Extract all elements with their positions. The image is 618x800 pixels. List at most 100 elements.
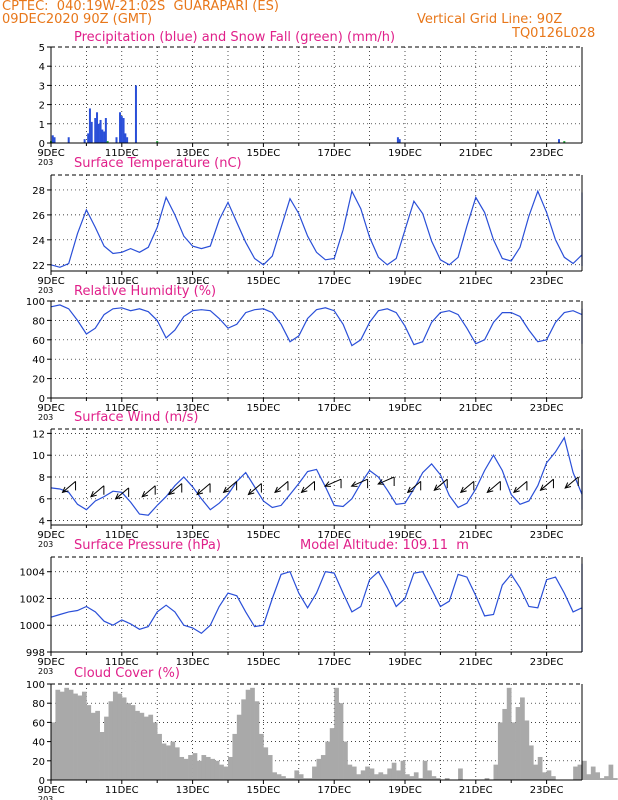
cloud-bar [126, 703, 131, 780]
precip-bar [67, 137, 70, 143]
precip-bar [90, 121, 93, 143]
temp-xtick-label: 23DEC [530, 276, 564, 287]
wind-arrow-shaft [433, 478, 448, 491]
precip-bar [126, 137, 129, 143]
cloud-bar [258, 733, 264, 780]
wind-arrow-shaft [168, 483, 183, 495]
cloud-bar [117, 693, 123, 780]
cloud-bar [263, 747, 269, 780]
cloud-ytick-label: 100 [26, 680, 45, 691]
cloud-bar [223, 766, 229, 780]
precip-ytick-label: 5 [39, 43, 45, 54]
cloud-bar [582, 760, 587, 780]
wind-arrow-head [141, 491, 149, 498]
cloud-bar [382, 774, 388, 780]
cloud-bar [343, 741, 348, 780]
rh-xtick-label: 9DEC [37, 403, 64, 414]
cloud-bar [289, 778, 295, 780]
precip-bar [122, 118, 125, 143]
precip-bar [101, 129, 104, 143]
cloud-bar [590, 766, 596, 780]
snow-bar [156, 141, 159, 143]
precip-bar [88, 108, 91, 143]
cloud-bar [312, 766, 317, 780]
precip-xtick-label: 15DEC [247, 148, 281, 159]
precip-bar [83, 139, 86, 143]
temp-xtick-label: 17DEC [317, 276, 351, 287]
cloud-bar [205, 756, 211, 780]
cloud-bar [281, 776, 286, 780]
pressure-xtick-label: 15DEC [247, 657, 281, 668]
wind-xtick-label: 23DEC [530, 530, 564, 541]
precip-bar [97, 123, 100, 143]
cloud-xtick-label: 17DEC [317, 785, 351, 796]
precip-bar [104, 118, 107, 143]
cloud-bar [387, 768, 393, 780]
cloud-bar [197, 760, 202, 780]
wind-arrow-head [247, 488, 255, 496]
precip-bar [99, 119, 102, 143]
cloud-bar [236, 714, 242, 780]
wind-arrow-shaft [62, 480, 76, 493]
temp-year-label: 203 [38, 286, 53, 295]
rh-xtick-label: 23DEC [530, 403, 564, 414]
wind-xtick-label: 21DEC [459, 530, 493, 541]
cloud-bar [506, 687, 512, 780]
rh-ytick-label: 0 [39, 394, 45, 405]
pressure-year-label: 203 [38, 667, 53, 676]
wind-arrow-shaft [564, 476, 579, 489]
cloud-bar [577, 764, 583, 780]
wind-arrow-head [459, 486, 467, 494]
cloud-bar [68, 689, 74, 780]
wind-arrow-head [539, 484, 547, 491]
precip-title: Precipitation (blue) and Snow Fall (gree… [74, 30, 396, 45]
cloud-bar [112, 691, 118, 780]
cloud-bar [241, 699, 246, 780]
cloud-ytick-label: 0 [39, 776, 45, 787]
temp-xtick-label: 19DEC [388, 276, 422, 287]
wind-arrow-head [350, 481, 358, 487]
cloud-bar [135, 710, 140, 780]
cloud-bar [201, 755, 207, 780]
rh-title: Relative Humidity (%) [74, 284, 217, 299]
wind-arrow-head [114, 493, 122, 500]
cloud-bar [228, 756, 233, 780]
cloud-bar [378, 772, 384, 780]
precip-xtick-label: 17DEC [317, 148, 351, 159]
cloud-bar [188, 755, 193, 780]
cloud-bar [599, 778, 605, 780]
cloud-bar [409, 776, 415, 780]
cloud-bar [254, 701, 260, 780]
cloud-bar [369, 768, 375, 780]
cloud-bar [174, 747, 180, 780]
rh-xtick-label: 13DEC [176, 403, 210, 414]
rh-ytick-label: 60 [32, 336, 45, 347]
wind-arrow-shaft [540, 478, 554, 491]
cloud-bar [81, 691, 87, 780]
cloud-bar [325, 741, 331, 780]
temp-xtick-label: 9DEC [37, 276, 64, 287]
cloud-bar [520, 697, 525, 780]
cloud-bar [329, 728, 335, 780]
cloud-year-label: 203 [38, 795, 53, 800]
cloud-bar [250, 687, 255, 780]
wind-arrow-head [433, 484, 441, 491]
wind-arrow-head [486, 486, 494, 494]
cloud-bar [272, 772, 277, 780]
precip-xtick-label: 13DEC [176, 148, 210, 159]
rh-series-line [50, 304, 583, 347]
wind-ytick-label: 12 [32, 429, 45, 440]
precip-bar [94, 118, 97, 143]
header-date: 09DEC2020 90Z (GMT) [2, 12, 153, 27]
wind-arrow-shaft [487, 480, 501, 493]
rh-ytick-label: 20 [32, 375, 45, 386]
cloud-bar [51, 722, 56, 780]
cloud-xtick-label: 13DEC [176, 785, 210, 796]
cloud-bar [303, 778, 308, 780]
rh-ytick-label: 40 [32, 355, 45, 366]
wind-arrow-head [300, 486, 308, 494]
precip-bar [557, 139, 560, 143]
cloud-bar [524, 720, 530, 780]
cloud-bar [143, 716, 149, 780]
cloud-bar [608, 764, 614, 780]
